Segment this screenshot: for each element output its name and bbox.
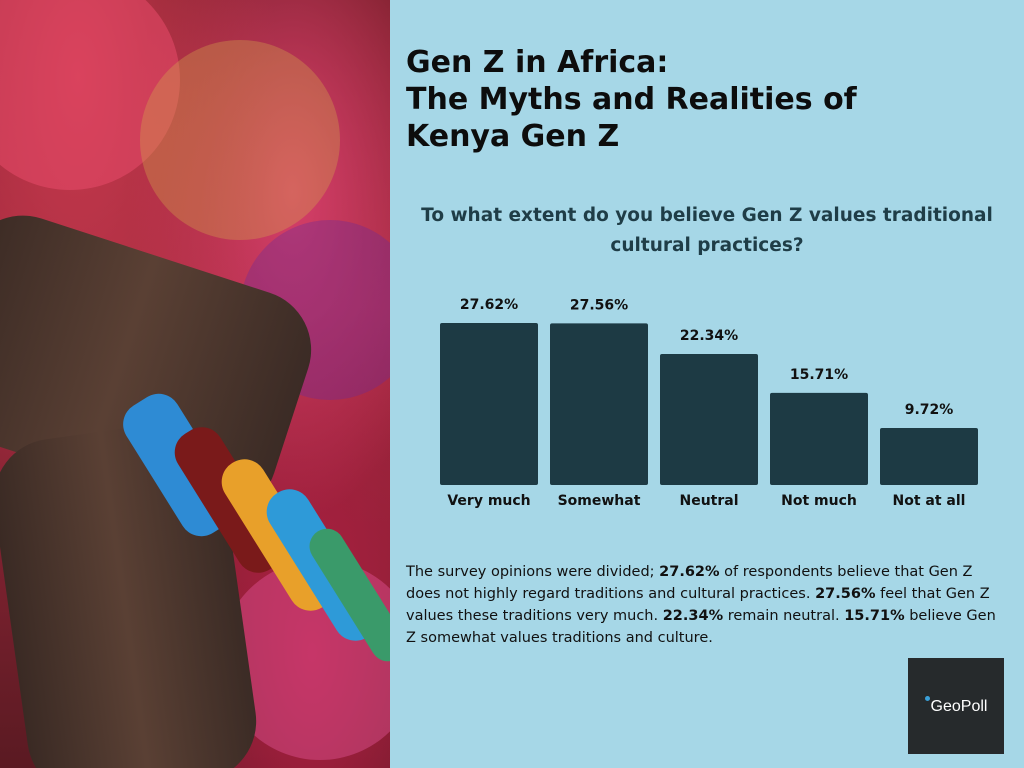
category-label: Neutral xyxy=(679,493,738,509)
bar-chart: 27.62% Very much 27.56% Somewhat 22.34% Neutr… xyxy=(440,297,978,509)
category-label: Not much xyxy=(781,493,857,509)
category-label: Not at all xyxy=(893,493,966,509)
bar-somewhat xyxy=(550,323,648,485)
bar-very-much xyxy=(440,323,538,485)
question-line: To what extent do you believe Gen Z valu… xyxy=(421,205,993,226)
bar-value-label: 27.56% xyxy=(570,297,628,313)
bar-value-label: 27.62% xyxy=(460,297,518,313)
bar-value-label: 15.71% xyxy=(790,367,848,383)
page-title: Gen Z in Africa: The Myths and Realities… xyxy=(406,44,966,155)
summary-paragraph: The survey opinions were divided; 27.62%… xyxy=(406,564,996,646)
question-line: cultural practices? xyxy=(610,235,804,256)
bar-not-much xyxy=(770,392,868,485)
survey-question: To what extent do you believe Gen Z valu… xyxy=(390,201,1024,261)
cultural-photo xyxy=(0,0,390,768)
logo-text: GeoPoll xyxy=(924,696,987,716)
content-panel: Gen Z in Africa: The Myths and Realities… xyxy=(390,0,1024,768)
geopoll-logo: GeoPoll xyxy=(908,658,1004,754)
bar-value-label: 22.34% xyxy=(680,328,738,344)
category-label: Somewhat xyxy=(558,493,641,509)
bar-value-label: 9.72% xyxy=(905,402,954,418)
geopoll-logo-icon xyxy=(924,696,930,701)
category-label: Very much xyxy=(447,493,530,509)
bar-neutral xyxy=(660,353,758,485)
title-line: The Myths and Realities of xyxy=(406,82,857,117)
title-line: Gen Z in Africa: xyxy=(406,45,669,80)
title-line: Kenya Gen Z xyxy=(406,119,620,154)
bar-not-at-all xyxy=(880,427,978,485)
